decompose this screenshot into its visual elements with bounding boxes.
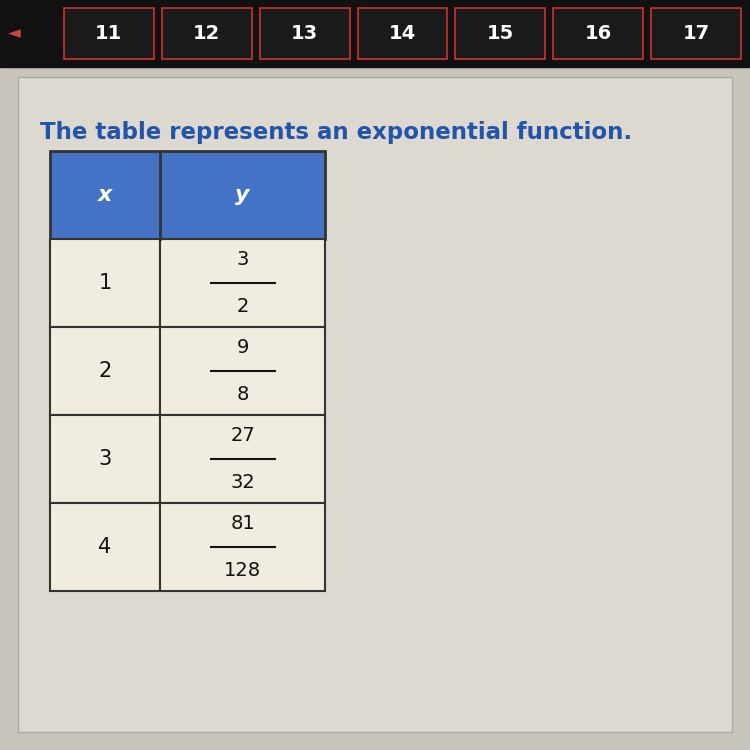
Text: ◄: ◄ bbox=[8, 25, 21, 43]
Text: The table represents an exponential function.: The table represents an exponential func… bbox=[40, 121, 632, 144]
Text: 8: 8 bbox=[236, 385, 249, 404]
Bar bbox=[160, 327, 325, 415]
Text: 2: 2 bbox=[98, 361, 112, 381]
Text: 14: 14 bbox=[388, 24, 416, 43]
Bar bbox=[554, 8, 644, 59]
Text: 32: 32 bbox=[230, 473, 255, 492]
Text: x: x bbox=[98, 185, 112, 205]
Text: 16: 16 bbox=[584, 24, 612, 43]
Text: 9: 9 bbox=[236, 338, 249, 357]
Bar bbox=[358, 8, 448, 59]
Bar bbox=[18, 77, 732, 732]
Bar bbox=[651, 8, 741, 59]
Text: 128: 128 bbox=[224, 561, 261, 580]
Text: 3: 3 bbox=[98, 449, 112, 469]
Bar bbox=[50, 327, 160, 415]
Text: 11: 11 bbox=[95, 24, 122, 43]
Bar bbox=[64, 8, 154, 59]
Text: 2: 2 bbox=[236, 297, 249, 316]
Bar bbox=[260, 8, 350, 59]
Bar bbox=[50, 151, 325, 239]
Text: 27: 27 bbox=[230, 426, 255, 445]
Bar bbox=[50, 239, 160, 327]
Bar bbox=[50, 415, 160, 503]
Bar bbox=[160, 415, 325, 503]
Bar bbox=[0, 0, 750, 67]
Bar bbox=[160, 503, 325, 591]
Text: y: y bbox=[236, 185, 250, 205]
Text: 1: 1 bbox=[98, 273, 112, 293]
Text: 17: 17 bbox=[682, 24, 709, 43]
Text: 13: 13 bbox=[291, 24, 318, 43]
Text: 15: 15 bbox=[487, 24, 514, 43]
Bar bbox=[50, 503, 160, 591]
Text: 3: 3 bbox=[236, 250, 249, 269]
Bar bbox=[162, 8, 252, 59]
Text: 12: 12 bbox=[194, 24, 220, 43]
Text: 81: 81 bbox=[230, 514, 255, 533]
Bar bbox=[160, 239, 325, 327]
Text: 4: 4 bbox=[98, 537, 112, 557]
Bar bbox=[455, 8, 545, 59]
